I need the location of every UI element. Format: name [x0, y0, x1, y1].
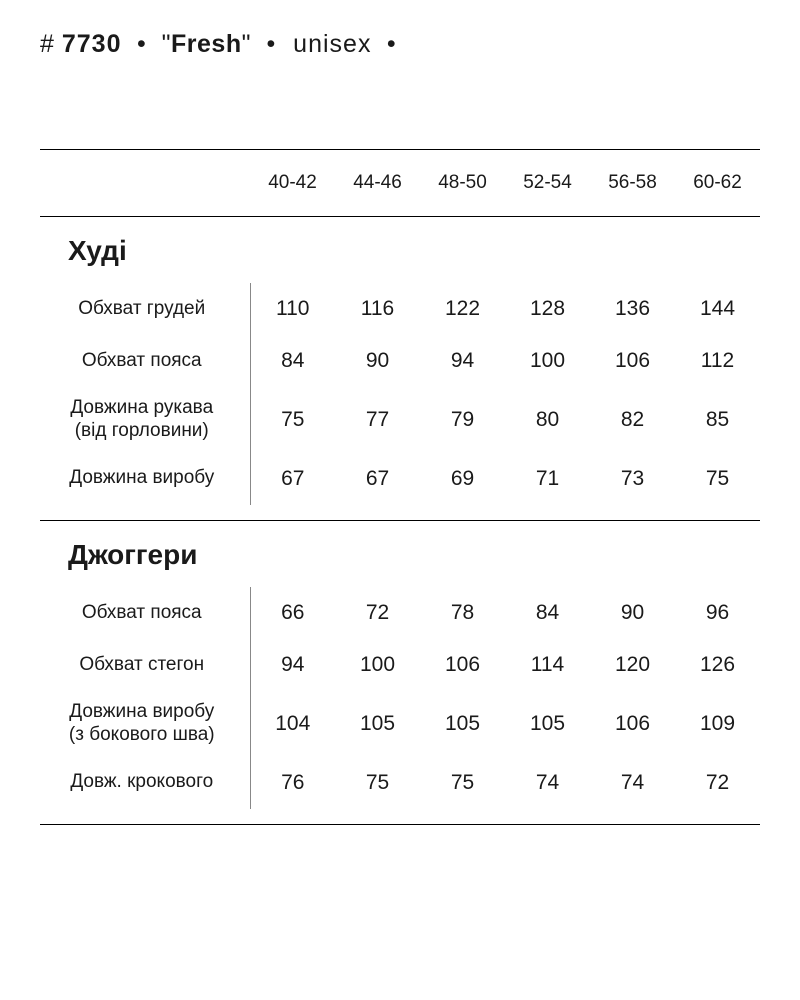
size-col-3: 52-54 — [505, 150, 590, 217]
bullet-2: • — [266, 30, 275, 58]
s1r2-label-sub: (від горловини) — [75, 420, 209, 441]
product-number: 7730 — [62, 30, 122, 58]
size-col-0: 40-42 — [250, 150, 335, 217]
s2r1-c4: 120 — [590, 639, 675, 691]
s2r0-c5: 96 — [675, 587, 760, 639]
section1-title: Худі — [40, 217, 760, 284]
unisex-label: unisex — [293, 30, 371, 58]
s1r0-c2: 122 — [420, 283, 505, 335]
product-header: # 7730 • "Fresh" • unisex • — [40, 30, 760, 59]
s2r2-c2: 105 — [420, 691, 505, 757]
s1r1-c3: 100 — [505, 335, 590, 387]
bullet-1: • — [137, 30, 146, 58]
section-divider-1 — [40, 505, 760, 521]
section2-row-1: Обхват стегон 94 100 106 114 120 126 — [40, 639, 760, 691]
table-bottom-rule — [40, 809, 760, 825]
s1r3-c3: 71 — [505, 453, 590, 505]
s2r0-c4: 90 — [590, 587, 675, 639]
s1r0-label: Обхват грудей — [40, 283, 250, 335]
s2r3-label: Довж. крокового — [40, 757, 250, 809]
s1r0-c3: 128 — [505, 283, 590, 335]
s1r1-c4: 106 — [590, 335, 675, 387]
section1-row-0: Обхват грудей 110 116 122 128 136 144 — [40, 283, 760, 335]
section1-row-3: Довжина виробу 67 67 69 71 73 75 — [40, 453, 760, 505]
s2r2-c4: 106 — [590, 691, 675, 757]
s1r3-c2: 69 — [420, 453, 505, 505]
product-name: Fresh — [171, 30, 242, 58]
s2r2-c1: 105 — [335, 691, 420, 757]
s2r1-c2: 106 — [420, 639, 505, 691]
s1r3-label: Довжина виробу — [40, 453, 250, 505]
s2r2-c3: 105 — [505, 691, 590, 757]
label-head-blank — [40, 150, 250, 217]
size-col-2: 48-50 — [420, 150, 505, 217]
s1r2-c2: 79 — [420, 387, 505, 453]
s1r2-c0: 75 — [250, 387, 335, 453]
section2-row-0: Обхват пояса 66 72 78 84 90 96 — [40, 587, 760, 639]
s2r0-c2: 78 — [420, 587, 505, 639]
s2r1-c1: 100 — [335, 639, 420, 691]
size-header-row: 40-42 44-46 48-50 52-54 56-58 60-62 — [40, 150, 760, 217]
bullet-3: • — [387, 30, 396, 58]
quote-open: " — [162, 30, 171, 58]
section2-row-3: Довж. крокового 76 75 75 74 74 72 — [40, 757, 760, 809]
size-col-1: 44-46 — [335, 150, 420, 217]
s2r3-c2: 75 — [420, 757, 505, 809]
s2r3-c1: 75 — [335, 757, 420, 809]
s2r0-c0: 66 — [250, 587, 335, 639]
section2-row-2: Довжина виробу (з бокового шва) 104 105 … — [40, 691, 760, 757]
s2r3-c3: 74 — [505, 757, 590, 809]
s2r3-c4: 74 — [590, 757, 675, 809]
s1r0-c1: 116 — [335, 283, 420, 335]
s2r0-label: Обхват пояса — [40, 587, 250, 639]
s2r2-c5: 109 — [675, 691, 760, 757]
hash-symbol: # — [40, 30, 54, 58]
s2r0-c3: 84 — [505, 587, 590, 639]
s2r1-c0: 94 — [250, 639, 335, 691]
s2r2-label: Довжина виробу (з бокового шва) — [40, 691, 250, 757]
s1r1-c1: 90 — [335, 335, 420, 387]
s2r2-c0: 104 — [250, 691, 335, 757]
s1r2-c4: 82 — [590, 387, 675, 453]
s2r2-label-main: Довжина виробу — [69, 701, 214, 722]
s2r3-c0: 76 — [250, 757, 335, 809]
s1r2-c1: 77 — [335, 387, 420, 453]
s2r2-label-sub: (з бокового шва) — [69, 724, 215, 745]
quote-close: " — [242, 30, 251, 58]
s1r1-c2: 94 — [420, 335, 505, 387]
s1r3-c1: 67 — [335, 453, 420, 505]
s1r1-c5: 112 — [675, 335, 760, 387]
s1r3-c0: 67 — [250, 453, 335, 505]
s1r3-c4: 73 — [590, 453, 675, 505]
section1-row-1: Обхват пояса 84 90 94 100 106 112 — [40, 335, 760, 387]
s1r0-c0: 110 — [250, 283, 335, 335]
s2r0-c1: 72 — [335, 587, 420, 639]
s1r3-c5: 75 — [675, 453, 760, 505]
s2r1-c5: 126 — [675, 639, 760, 691]
s1r0-c5: 144 — [675, 283, 760, 335]
s1r0-c4: 136 — [590, 283, 675, 335]
size-col-4: 56-58 — [590, 150, 675, 217]
s1r2-label-main: Довжина рукава — [70, 397, 213, 418]
s2r1-c3: 114 — [505, 639, 590, 691]
s2r1-label: Обхват стегон — [40, 639, 250, 691]
size-chart-table: 40-42 44-46 48-50 52-54 56-58 60-62 Худі… — [40, 149, 760, 825]
s1r1-c0: 84 — [250, 335, 335, 387]
s1r2-c5: 85 — [675, 387, 760, 453]
section1-row-2: Довжина рукава (від горловини) 75 77 79 … — [40, 387, 760, 453]
section2-title-row: Джоггери — [40, 521, 760, 588]
s1r1-label: Обхват пояса — [40, 335, 250, 387]
s1r2-label: Довжина рукава (від горловини) — [40, 387, 250, 453]
size-col-5: 60-62 — [675, 150, 760, 217]
section1-title-row: Худі — [40, 217, 760, 284]
section2-title: Джоггери — [40, 521, 760, 588]
s1r2-c3: 80 — [505, 387, 590, 453]
s2r3-c5: 72 — [675, 757, 760, 809]
